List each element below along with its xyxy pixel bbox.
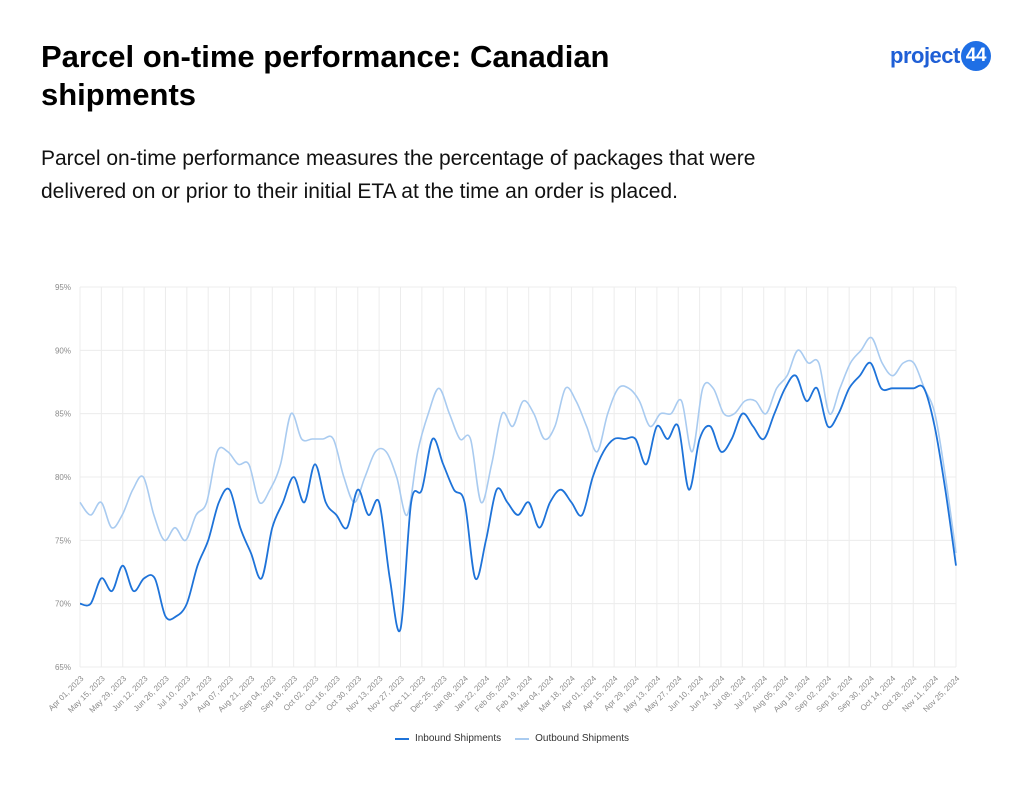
y-tick-label: 85%	[55, 410, 71, 419]
y-tick-label: 75%	[55, 536, 71, 545]
y-tick-label: 90%	[55, 346, 71, 355]
outbound-series-line	[79, 336, 957, 554]
y-tick-label: 70%	[55, 600, 71, 609]
page-subtitle: Parcel on-time performance measures the …	[41, 147, 756, 203]
y-tick-label: 95%	[55, 283, 71, 292]
legend-item-inbound[interactable]: Inbound Shipments	[394, 733, 502, 744]
chart-legend: Inbound Shipments Outbound Shipments	[0, 733, 1024, 744]
legend-swatch-outbound	[515, 737, 530, 740]
chart-series	[79, 336, 957, 633]
y-tick-label: 80%	[55, 473, 71, 482]
legend-swatch-inbound	[394, 737, 409, 740]
inbound-series-line	[79, 361, 957, 633]
page-title: Parcel on-time performance: Canadian shi…	[41, 39, 610, 112]
y-axis-ticks: 65% 70% 75% 80% 85% 90% 95%	[55, 283, 71, 672]
legend-label-outbound: Outbound Shipments	[535, 733, 630, 744]
chart-grid	[79, 286, 957, 668]
y-tick-label: 65%	[55, 663, 71, 672]
legend-label-inbound: Inbound Shipments	[414, 733, 502, 744]
legend-item-outbound[interactable]: Outbound Shipments	[515, 733, 629, 744]
project44-logo: project 44	[890, 38, 991, 74]
logo-text: project	[890, 43, 960, 68]
logo-badge: 44	[960, 41, 991, 71]
